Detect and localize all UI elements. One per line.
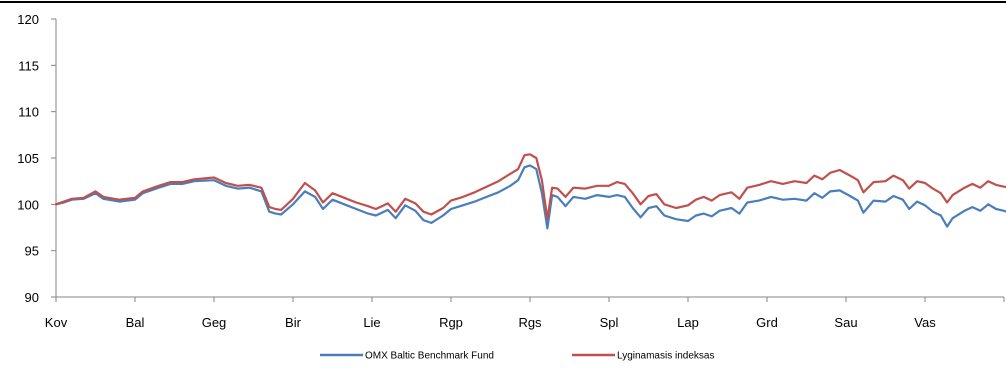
x-tick-label: Rgp <box>439 315 463 330</box>
x-tick-label: Lie <box>363 315 380 330</box>
x-tick-label: Rgs <box>518 315 542 330</box>
y-tick-label: 95 <box>25 244 39 259</box>
x-tick-label: Grd <box>756 315 778 330</box>
series-layer <box>54 153 1006 230</box>
x-tick-label: Kov <box>45 315 68 330</box>
series-line-0 <box>54 164 1006 230</box>
x-tick-label: Geg <box>202 315 227 330</box>
axes <box>55 19 1004 298</box>
x-tick-label: Lap <box>677 315 699 330</box>
x-tick-label: Bir <box>285 315 302 330</box>
x-axis-ticks: Kov Bal Geg Bir Lie Rgp Rgs Spl Lap Grd Sau Vas <box>45 297 1005 330</box>
x-tick-label: Bal <box>126 315 145 330</box>
series-line-1 <box>54 153 1006 221</box>
x-tick-label: Spl <box>600 315 619 330</box>
y-tick-label: 90 <box>25 290 39 305</box>
y-tick-label: 105 <box>17 151 39 166</box>
y-axis-ticks: 90 95 100 105 110 115 120 <box>17 12 56 305</box>
legend: OMX Baltic Benchmark Fund Lyginamasis ind… <box>320 351 714 362</box>
y-tick-label: 115 <box>18 58 39 73</box>
legend-label-1: Lyginamasis indeksas <box>617 351 714 362</box>
legend-label-0: OMX Baltic Benchmark Fund <box>365 351 494 362</box>
x-tick-label: Vas <box>914 315 936 330</box>
y-tick-label: 110 <box>18 105 39 120</box>
y-tick-label: 100 <box>17 197 39 212</box>
x-tick-label: Sau <box>834 315 857 330</box>
y-tick-label: 120 <box>17 12 39 27</box>
